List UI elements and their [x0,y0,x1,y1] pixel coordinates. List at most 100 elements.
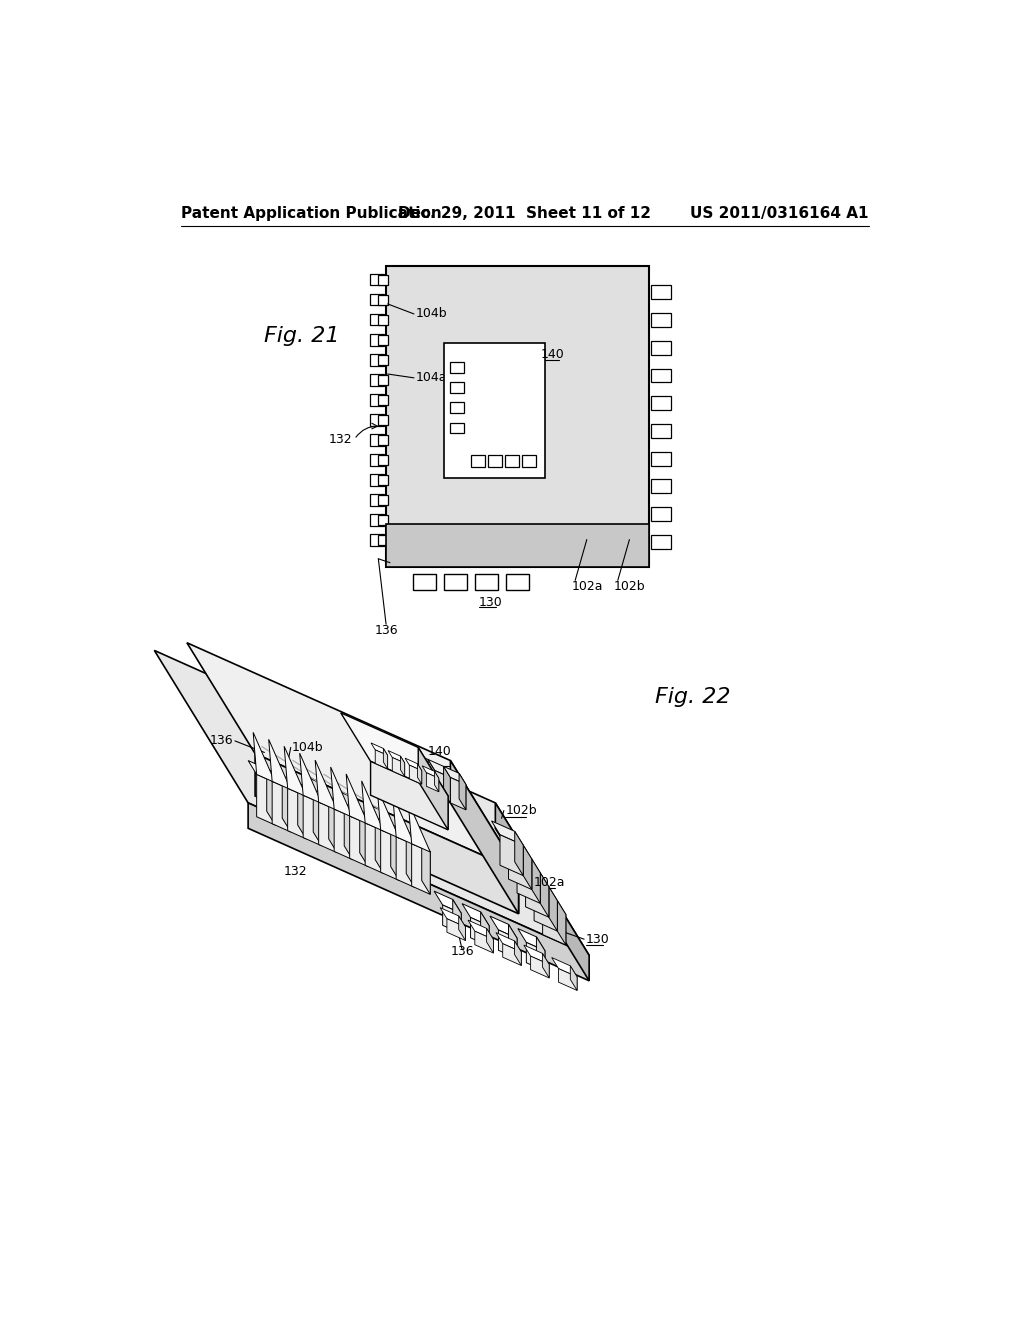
Polygon shape [388,751,404,763]
Bar [471,455,485,467]
Polygon shape [285,746,306,796]
Polygon shape [418,747,449,830]
Bar [378,515,388,525]
Bar [451,403,464,413]
Polygon shape [514,941,521,965]
Polygon shape [451,777,466,810]
Bar [370,434,384,446]
Polygon shape [329,796,337,853]
Text: 132: 132 [284,865,307,878]
Text: 104b: 104b [416,308,447,321]
Text: Patent Application Publication: Patent Application Publication [180,206,441,222]
Polygon shape [187,643,518,871]
Polygon shape [409,801,430,851]
Polygon shape [420,763,435,796]
Bar [651,479,672,494]
Polygon shape [388,822,415,845]
Polygon shape [280,775,306,796]
Polygon shape [442,906,461,933]
Text: 104a: 104a [416,371,447,384]
Polygon shape [500,834,523,875]
Polygon shape [557,900,566,945]
Polygon shape [375,750,388,770]
Bar [370,374,384,385]
Bar [651,535,672,549]
Bar [475,574,499,590]
Text: Dec. 29, 2011  Sheet 11 of 12: Dec. 29, 2011 Sheet 11 of 12 [398,206,651,222]
Polygon shape [263,767,291,789]
Text: 102a: 102a [571,581,603,594]
Bar [370,454,384,466]
Polygon shape [375,817,384,874]
Polygon shape [434,891,461,913]
Polygon shape [531,859,541,903]
Polygon shape [371,762,449,830]
Polygon shape [475,931,494,953]
Polygon shape [509,924,517,958]
Polygon shape [426,772,438,792]
Bar [370,535,384,545]
Polygon shape [537,937,545,972]
Bar [370,294,384,305]
Polygon shape [517,862,549,887]
Polygon shape [525,876,549,917]
Text: 102b: 102b [506,804,537,817]
Bar [378,535,388,545]
Bar [378,455,388,465]
Polygon shape [418,764,422,784]
Bar [506,455,519,467]
Polygon shape [535,890,566,915]
Bar [378,495,388,506]
Polygon shape [459,774,466,810]
Polygon shape [397,746,403,781]
Polygon shape [391,824,399,880]
Text: 140: 140 [541,348,565,362]
Polygon shape [334,809,352,859]
Polygon shape [443,767,466,784]
Polygon shape [155,651,589,956]
Polygon shape [558,969,578,990]
Polygon shape [383,748,388,770]
Polygon shape [366,822,384,874]
Polygon shape [471,917,489,946]
Polygon shape [428,759,435,796]
Polygon shape [392,758,404,776]
Polygon shape [396,837,415,887]
Bar [488,455,503,467]
Text: 104b: 104b [292,741,324,754]
Bar [651,341,672,355]
Polygon shape [407,832,415,887]
Text: 136: 136 [451,945,474,958]
Polygon shape [422,838,430,895]
Bar [370,395,384,405]
Bar [378,355,388,364]
Polygon shape [248,760,275,783]
Polygon shape [525,876,557,900]
Polygon shape [543,953,549,978]
Bar [370,414,384,425]
Polygon shape [392,795,415,845]
Polygon shape [356,809,384,832]
Text: 136: 136 [210,734,233,747]
Polygon shape [326,795,352,817]
Polygon shape [541,873,549,917]
Polygon shape [257,775,275,825]
Polygon shape [509,849,541,873]
Bar [378,395,388,405]
Bar [378,294,388,305]
Polygon shape [446,919,466,941]
Text: US 2011/0316164 A1: US 2011/0316164 A1 [690,206,869,222]
Bar [370,275,384,285]
Bar [378,314,388,325]
Polygon shape [517,862,541,903]
Polygon shape [435,771,451,803]
Polygon shape [524,945,549,965]
Polygon shape [543,904,566,945]
Text: 130: 130 [586,933,609,945]
Polygon shape [434,771,438,792]
Bar [651,396,672,411]
Bar [414,574,436,590]
Polygon shape [509,849,531,890]
Polygon shape [295,781,322,804]
Polygon shape [526,942,545,972]
